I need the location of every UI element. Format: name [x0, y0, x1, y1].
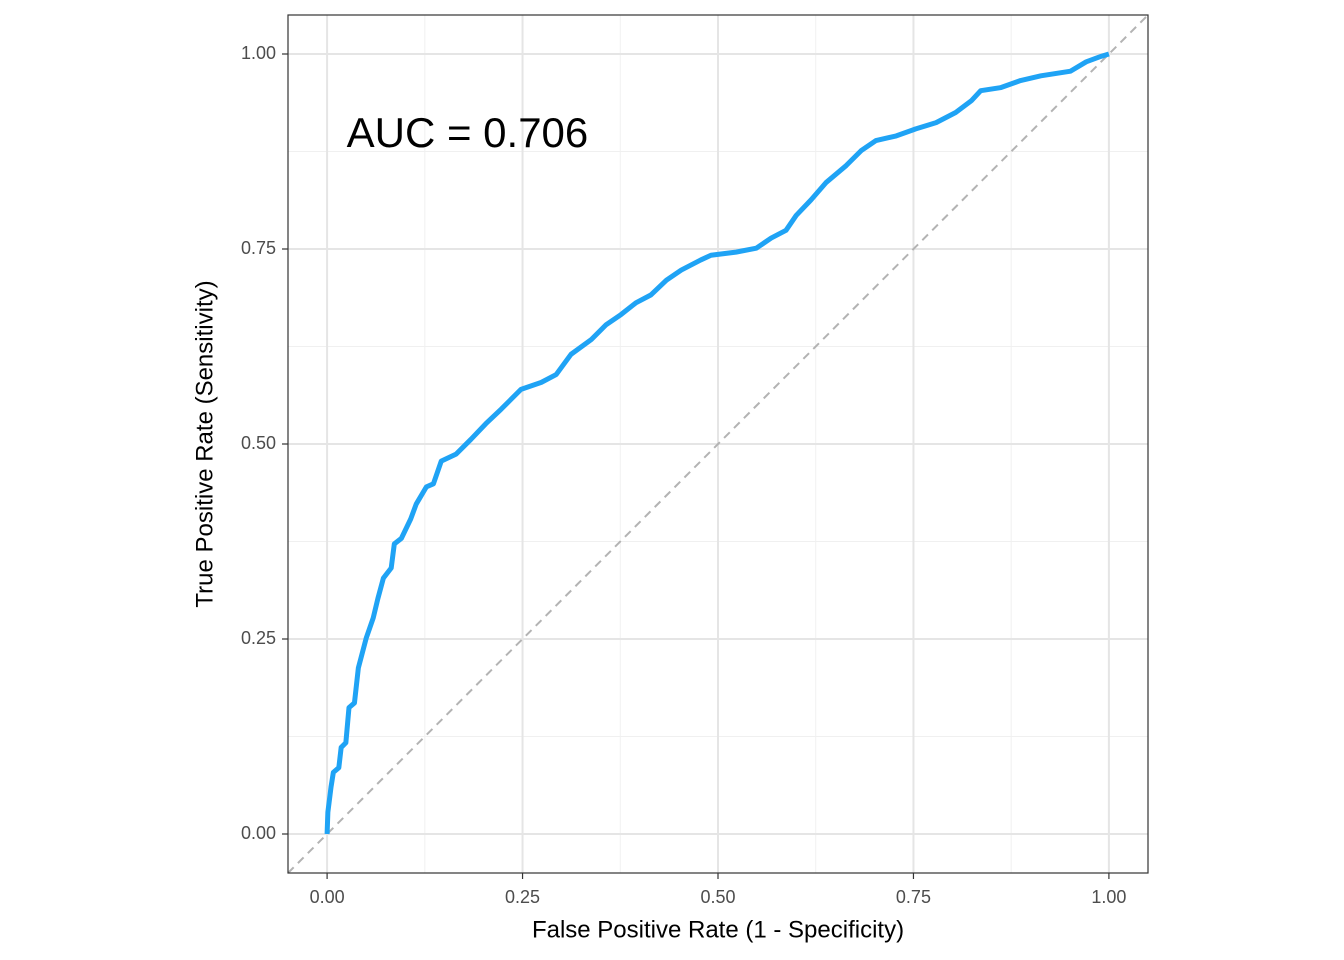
y-tick-label: 0.50 [241, 433, 276, 453]
y-tick-label: 0.75 [241, 238, 276, 258]
annotation: AUC = 0.706 [347, 109, 589, 156]
x-axis-title: False Positive Rate (1 - Specificity) [532, 916, 904, 943]
x-tick-label: 0.50 [700, 887, 735, 907]
roc-curve [324, 51, 1110, 835]
x-tick-label: 1.00 [1091, 887, 1126, 907]
plot-border [287, 14, 1149, 874]
x-tick-label: 0.00 [310, 887, 345, 907]
reference-line [287, 14, 1149, 874]
x-tick-label: 0.75 [896, 887, 931, 907]
y-tick-label: 0.00 [241, 823, 276, 843]
y-tick-label: 0.25 [241, 628, 276, 648]
x-tick-label: 0.25 [505, 887, 540, 907]
y-axis-title: True Positive Rate (Sensitivity) [191, 280, 218, 607]
y-tick-label: 1.00 [241, 43, 276, 63]
